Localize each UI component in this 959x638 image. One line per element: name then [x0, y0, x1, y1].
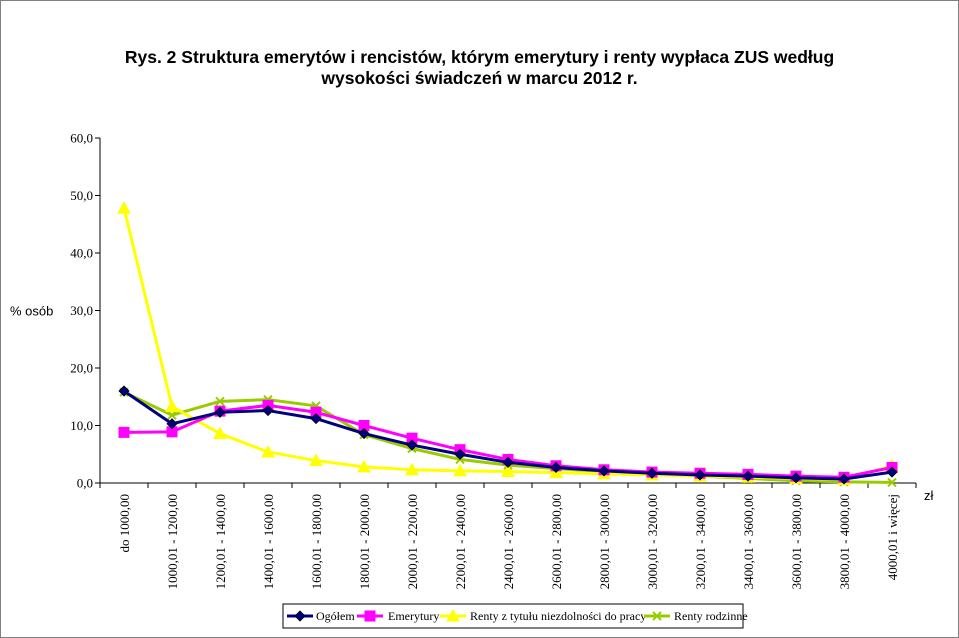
data-point [165, 399, 179, 413]
x-tick-label: 2200,01 - 2400,00 [453, 494, 468, 589]
y-tick-label: 40,0 [70, 246, 93, 261]
y-tick-label: 10,0 [70, 418, 93, 433]
data-point [118, 385, 130, 397]
x-tick-label: 1000,01 - 1200,00 [165, 494, 180, 589]
x-tick-label: do 1000,00 [117, 494, 132, 553]
x-tick-label: 4000,01 i więcej [885, 494, 900, 580]
legend-marker [446, 608, 460, 622]
series-0 [118, 385, 898, 485]
data-point [550, 461, 562, 474]
x-tick-label: 1600,01 - 1800,00 [309, 494, 324, 589]
data-point [742, 470, 754, 482]
x-tick-label: 1200,01 - 1400,00 [213, 494, 228, 589]
y-axis-label: % osób [10, 304, 53, 319]
legend-item: Emerytury [357, 609, 439, 623]
x-tick-label: 2800,01 - 3000,00 [597, 494, 612, 589]
data-point [309, 453, 323, 467]
y-tick-label: 30,0 [70, 303, 93, 318]
data-point [886, 466, 898, 478]
data-point [501, 464, 515, 477]
data-point [405, 462, 419, 476]
x-tick-label: 1400,01 - 1600,00 [261, 494, 276, 589]
legend-label: Renty rodzinne [674, 609, 748, 623]
data-point [213, 426, 227, 440]
series-layer [117, 201, 899, 488]
axes: 0,0 10,0 20,0 30,0 40,0 50,0 60,0 do 1000,00 100… [10, 131, 934, 590]
data-point [166, 418, 178, 430]
y-tick-label: 20,0 [70, 361, 93, 376]
legend-marker [652, 611, 662, 621]
data-point [406, 439, 418, 451]
data-point [694, 469, 706, 481]
legend-label: Emerytury [388, 609, 439, 623]
x-tick-label: 1800,01 - 2000,00 [357, 494, 372, 589]
series-line [122, 207, 893, 482]
x-tick-label: 3400,01 - 3600,00 [741, 494, 756, 589]
legend-label: Renty z tytułu niezdolności do pracy [470, 609, 646, 623]
x-tick-label: 3000,01 - 3200,00 [645, 494, 660, 589]
legend-label: Ogółem [316, 609, 355, 623]
chart-title-line-1: Rys. 2 Struktura emerytów i rencistów, k… [124, 47, 835, 67]
legend-item: Ogółem [287, 609, 355, 623]
x-tick-label: 3800,01 - 4000,00 [837, 494, 852, 589]
data-point [453, 463, 467, 477]
series-2 [117, 201, 899, 486]
data-point [357, 459, 371, 473]
x-tick-label: 2600,01 - 2800,00 [549, 494, 564, 589]
legend-item: Renty z tytułu niezdolności do pracy [440, 608, 646, 623]
data-point [502, 456, 514, 468]
data-point [118, 426, 130, 438]
data-point [214, 406, 226, 418]
data-point [454, 448, 466, 460]
legend: Ogółem Emerytury Renty z tytułu niezdolnoś… [282, 603, 748, 629]
y-tick-label: 60,0 [70, 131, 93, 146]
data-point [598, 465, 610, 477]
legend-marker [364, 610, 376, 622]
y-tick-label: 50,0 [70, 188, 93, 203]
data-point [215, 396, 225, 407]
legend-marker [294, 610, 306, 622]
data-point [117, 201, 131, 214]
x-tick-label: 3200,01 - 3400,00 [693, 494, 708, 589]
data-point [262, 404, 274, 417]
x-tick-label: 2000,01 - 2200,00 [405, 494, 420, 589]
x-axis-label: zł [924, 488, 934, 503]
data-point [358, 427, 370, 440]
chart-title: Rys. 2 Struktura emerytów i rencistów, k… [0, 47, 959, 89]
y-tick-label: 0,0 [77, 476, 93, 491]
data-point [261, 444, 275, 458]
data-point [838, 473, 850, 485]
x-tick-label: 2400,01 - 2600,00 [501, 494, 516, 589]
data-point [887, 477, 897, 488]
legend-item: Renty rodzinne [644, 609, 748, 623]
data-point [790, 472, 802, 484]
chart-title-line-2: wysokości świadczeń w marcu 2012 r. [321, 68, 638, 88]
x-tick-label: 3600,01 - 3800,00 [789, 494, 804, 589]
data-point [310, 413, 322, 425]
data-point [167, 410, 177, 420]
data-point [646, 467, 658, 479]
